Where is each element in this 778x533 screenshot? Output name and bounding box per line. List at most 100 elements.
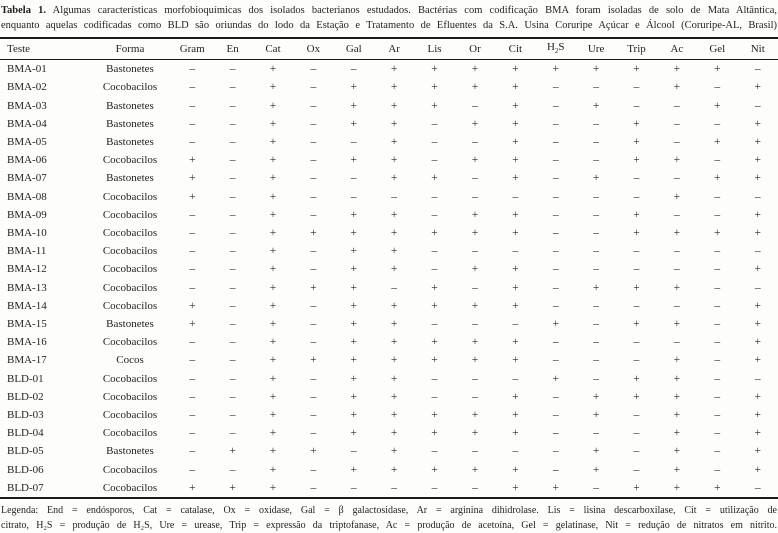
isolate-id: BLD-05 <box>7 445 44 458</box>
table-row: BMA-08 Cocobacilos + – + – – – – – – – – – + – – <box>0 188 778 206</box>
forma-cell: Bastonetes <box>106 99 154 112</box>
result-cell: + <box>350 117 358 130</box>
result-cell: + <box>269 281 277 294</box>
table-row: BMA-10 Cocobacilos – – + + + + + + + – – + + + + <box>0 224 778 242</box>
result-cell: – <box>431 263 438 276</box>
result-cell: + <box>350 81 358 94</box>
result-cell: – <box>310 81 317 94</box>
table-row: BLD-07 Cocobacilos + + + – – – – – + + – + + + – <box>0 479 778 498</box>
result-cell: + <box>754 172 761 185</box>
result-cell: – <box>754 99 761 112</box>
result-cell: + <box>350 99 358 112</box>
result-cell: – <box>593 372 599 385</box>
result-cell: – <box>229 427 236 440</box>
result-cell: – <box>512 318 519 331</box>
result-cell: + <box>269 463 277 476</box>
result-cell: – <box>189 263 196 276</box>
result-cell: + <box>390 409 398 422</box>
result-cell: + <box>714 136 721 148</box>
result-cell: + <box>592 281 600 294</box>
result-cell: – <box>633 81 640 94</box>
isolate-id: BMA-14 <box>7 299 47 312</box>
result-cell: + <box>269 336 277 349</box>
result-cell: + <box>592 390 600 403</box>
table-row: BMA-02 Cocobacilos – – + – + + + + + – – – + – + <box>0 78 778 96</box>
result-cell: – <box>431 154 438 167</box>
result-cell: – <box>714 390 721 403</box>
table-row: BMA-13 Cocobacilos – – + + + – + – + – + + + – – <box>0 279 778 297</box>
result-cell: + <box>350 409 358 422</box>
column-header-or: Or <box>454 39 496 61</box>
result-cell: + <box>350 154 358 167</box>
result-cell: + <box>431 172 438 185</box>
column-header-ar: Ar <box>373 39 415 61</box>
result-cell: + <box>471 336 479 349</box>
result-cell: + <box>673 227 681 240</box>
result-cell: – <box>754 281 761 294</box>
result-cell: – <box>472 445 478 458</box>
column-header-cat: Cat <box>252 39 294 61</box>
result-cell: – <box>674 117 680 130</box>
result-cell: – <box>633 263 640 276</box>
result-cell: + <box>714 227 721 240</box>
result-cell: – <box>189 409 196 422</box>
table-number-label: Tabela 1. <box>1 5 47 16</box>
result-cell: – <box>472 372 478 385</box>
result-cell: – <box>189 208 196 221</box>
result-cell: – <box>310 117 317 130</box>
result-cell: – <box>714 318 721 331</box>
result-cell: + <box>471 154 479 167</box>
result-cell: – <box>674 208 680 221</box>
table-row: BMA-12 Cocobacilos – – + – + + – + + – – – – – + <box>0 260 778 278</box>
result-cell: – <box>229 117 236 130</box>
forma-cell: Cocobacilos <box>102 372 158 385</box>
result-cell: + <box>592 99 600 112</box>
result-cell: – <box>593 117 599 130</box>
table-row: BMA-06 Cocobacilos + – + – + + – + + – – + + – + <box>0 151 778 169</box>
result-cell: – <box>229 318 236 331</box>
result-cell: + <box>390 117 398 130</box>
result-cell: – <box>633 336 640 349</box>
result-cell: – <box>633 463 640 476</box>
result-cell: – <box>229 227 236 240</box>
result-cell: – <box>714 336 721 349</box>
result-cell: – <box>633 190 640 203</box>
forma-cell: Cocobacilos <box>102 245 158 258</box>
result-cell: + <box>310 354 317 367</box>
result-cell: – <box>310 336 317 349</box>
result-cell: + <box>431 81 438 94</box>
result-cell: – <box>350 481 357 494</box>
result-cell: – <box>229 154 236 167</box>
result-cell: – <box>229 136 236 148</box>
result-cell: + <box>431 99 438 112</box>
result-cell: – <box>229 208 236 221</box>
result-cell: + <box>350 263 358 276</box>
result-cell: + <box>714 481 721 494</box>
table-row: BLD-01 Cocobacilos – – + – + + – – – + – + + – – <box>0 370 778 388</box>
result-cell: – <box>593 190 599 203</box>
result-cell: + <box>390 427 398 440</box>
result-cell: + <box>269 390 277 403</box>
result-cell: – <box>593 227 599 240</box>
column-header-nit: Nit <box>737 39 778 61</box>
result-cell: – <box>229 263 236 276</box>
result-cell: – <box>633 354 640 367</box>
result-cell: + <box>390 445 398 458</box>
isolate-id: BMA-05 <box>7 136 47 148</box>
result-cell: + <box>754 445 761 458</box>
result-cell: + <box>552 63 559 76</box>
result-cell: + <box>350 318 358 331</box>
result-cell: + <box>512 299 519 312</box>
result-cell: + <box>310 227 317 240</box>
result-cell: + <box>471 427 479 440</box>
result-cell: + <box>471 354 479 367</box>
forma-cell: Bastonetes <box>106 136 154 148</box>
result-cell: + <box>633 227 640 240</box>
result-cell: + <box>673 318 681 331</box>
result-cell: + <box>350 390 358 403</box>
forma-cell: Cocobacilos <box>102 390 158 403</box>
result-cell: – <box>593 245 599 258</box>
result-cell: – <box>229 336 236 349</box>
result-cell: + <box>512 172 519 185</box>
result-cell: – <box>552 136 559 148</box>
